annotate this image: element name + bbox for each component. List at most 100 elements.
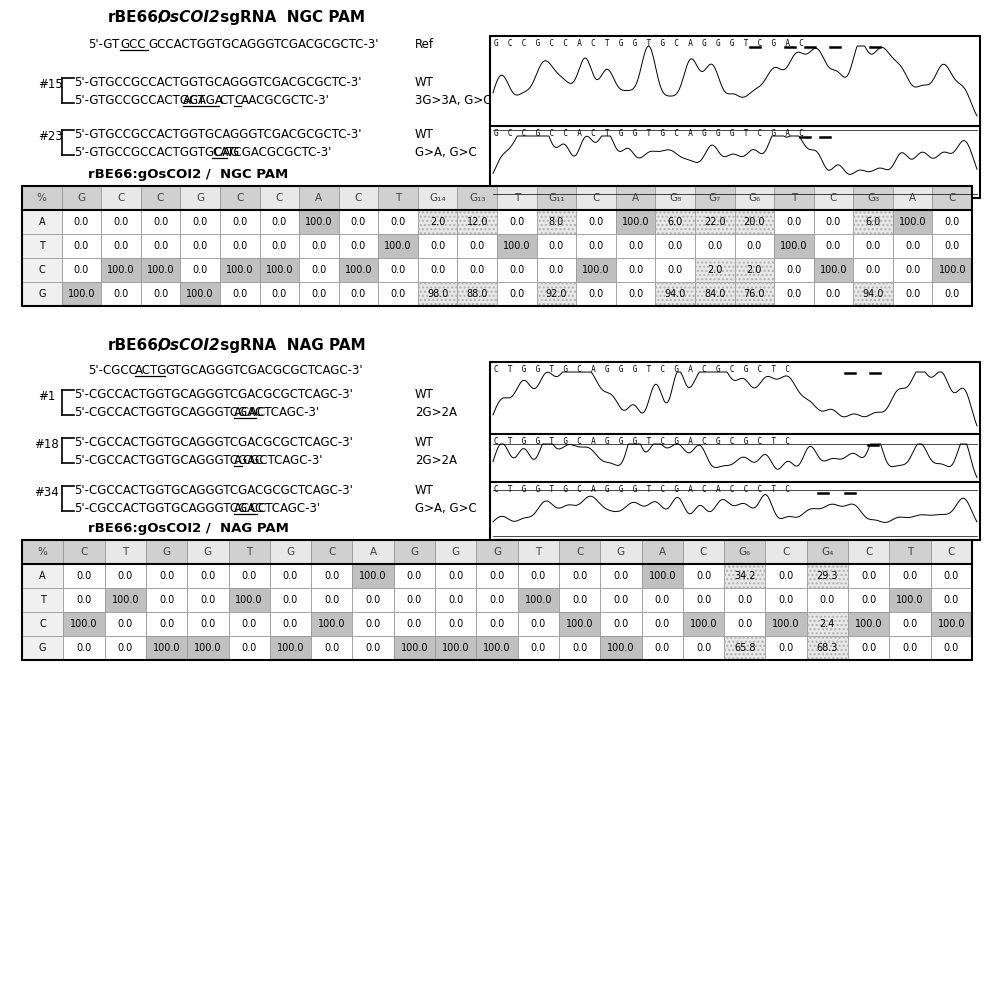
Bar <box>105 540 146 564</box>
Text: rBE66:gOsCOI2 /  NGC PAM: rBE66:gOsCOI2 / NGC PAM <box>88 168 288 181</box>
Text: C: C <box>117 193 125 203</box>
Text: 0.0: 0.0 <box>351 241 366 251</box>
Text: 100.0: 100.0 <box>648 571 676 581</box>
Text: 5'-GTGCCGCCACTGGTGCAG: 5'-GTGCCGCCACTGGTGCAG <box>74 146 239 159</box>
Text: T: T <box>39 241 45 251</box>
Text: WT: WT <box>415 388 434 401</box>
Bar <box>695 258 735 282</box>
Bar <box>931 636 972 660</box>
Text: 0.0: 0.0 <box>365 595 381 605</box>
Bar <box>394 540 435 564</box>
Bar <box>807 564 848 588</box>
Bar <box>270 612 311 636</box>
Text: G: G <box>493 547 501 557</box>
Text: 34.2: 34.2 <box>734 571 756 581</box>
Text: T: T <box>514 193 520 203</box>
Bar <box>576 210 616 234</box>
Text: 0.0: 0.0 <box>572 643 587 653</box>
Bar <box>22 186 62 210</box>
Text: 100.0: 100.0 <box>780 241 808 251</box>
Bar <box>734 234 774 258</box>
Text: 29.3: 29.3 <box>817 571 838 581</box>
Text: 0.0: 0.0 <box>509 265 524 275</box>
Bar <box>63 540 105 564</box>
Text: 0.0: 0.0 <box>779 571 794 581</box>
Text: 76.0: 76.0 <box>744 289 765 299</box>
Bar <box>518 636 559 660</box>
Text: 0.0: 0.0 <box>365 619 381 629</box>
Bar <box>311 540 352 564</box>
Text: C: C <box>700 547 707 557</box>
Bar <box>352 636 394 660</box>
Text: G: G <box>196 193 204 203</box>
Bar <box>848 612 889 636</box>
Bar <box>695 234 735 258</box>
Text: 5'-GTGCCGCCACTGGT: 5'-GTGCCGCCACTGGT <box>74 94 205 107</box>
Text: 5'-CGCCACTGGTGCAGGGTCGAC: 5'-CGCCACTGGTGCAGGGTCGAC <box>74 502 263 515</box>
Text: 100.0: 100.0 <box>896 595 924 605</box>
Bar <box>518 612 559 636</box>
Bar <box>807 564 848 588</box>
Bar <box>435 636 476 660</box>
Bar <box>220 186 260 210</box>
Bar <box>724 540 765 564</box>
Bar <box>63 636 105 660</box>
Bar <box>616 210 655 234</box>
Bar <box>848 540 889 564</box>
Bar <box>724 636 765 660</box>
Text: G₃: G₃ <box>867 193 879 203</box>
Bar <box>893 186 932 210</box>
Text: 0.0: 0.0 <box>489 595 505 605</box>
Bar <box>616 258 655 282</box>
Bar <box>457 258 497 282</box>
Text: 2.0: 2.0 <box>707 265 722 275</box>
Text: CT: CT <box>219 94 234 107</box>
Bar <box>683 588 724 612</box>
Text: 100.0: 100.0 <box>938 619 965 629</box>
Text: 0.0: 0.0 <box>365 643 381 653</box>
Bar <box>260 186 299 210</box>
Bar <box>724 564 765 588</box>
Text: C: C <box>80 547 88 557</box>
Text: C: C <box>234 94 242 107</box>
Bar <box>655 186 695 210</box>
Text: 0.0: 0.0 <box>470 265 485 275</box>
Text: 0.0: 0.0 <box>192 265 208 275</box>
Text: C: C <box>39 619 46 629</box>
Text: 0.0: 0.0 <box>159 571 174 581</box>
Bar <box>311 612 352 636</box>
Text: G  C  C  G  C  C  A  C  T  G  G  T  G  C  A  G  G  G  T  C  G  A  C: G C C G C C A C T G G T G C A G G G T C … <box>494 39 804 48</box>
Bar <box>418 210 457 234</box>
Text: 65.8: 65.8 <box>734 643 756 653</box>
Text: 100.0: 100.0 <box>483 643 511 653</box>
Bar <box>394 612 435 636</box>
Text: TCGACGCGCTC-3': TCGACGCGCTC-3' <box>227 146 331 159</box>
Text: 0.0: 0.0 <box>668 241 683 251</box>
Text: T: T <box>535 547 541 557</box>
Bar <box>105 564 146 588</box>
Text: 5'-GTGCCGCCACTGGTGCAGGGTCGACGCGCTC-3': 5'-GTGCCGCCACTGGTGCAGGGTCGACGCGCTC-3' <box>74 76 362 89</box>
Bar <box>101 234 141 258</box>
Text: C: C <box>38 265 45 275</box>
Bar <box>497 186 537 210</box>
Text: 100.0: 100.0 <box>318 619 346 629</box>
Text: 0.0: 0.0 <box>324 595 339 605</box>
Text: G₈: G₈ <box>669 193 681 203</box>
Bar <box>435 540 476 564</box>
Text: 0.0: 0.0 <box>311 241 327 251</box>
Text: 2G>2A: 2G>2A <box>415 406 457 419</box>
Text: 100.0: 100.0 <box>186 289 214 299</box>
Text: 3G>3A, G>C: 3G>3A, G>C <box>415 94 492 107</box>
Text: WT: WT <box>415 436 434 449</box>
Bar <box>394 564 435 588</box>
Text: 94.0: 94.0 <box>862 289 884 299</box>
Text: 0.0: 0.0 <box>153 217 168 227</box>
Bar <box>105 612 146 636</box>
Text: 0.0: 0.0 <box>272 241 287 251</box>
Text: 0.0: 0.0 <box>861 571 876 581</box>
Text: 2.0: 2.0 <box>430 217 445 227</box>
Text: 0.0: 0.0 <box>311 265 327 275</box>
Bar <box>774 210 814 234</box>
Text: 0.0: 0.0 <box>159 595 174 605</box>
Text: 12.0: 12.0 <box>466 217 488 227</box>
